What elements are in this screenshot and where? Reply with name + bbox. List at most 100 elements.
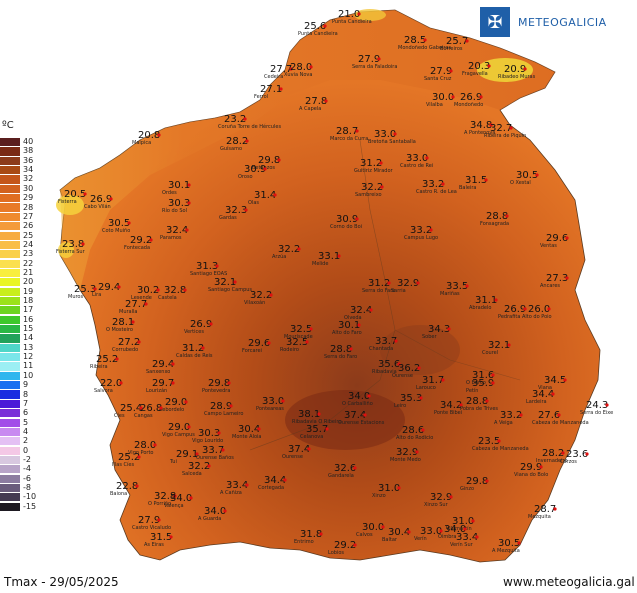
station-marker[interactable]: 34.0A Guarda <box>198 506 227 522</box>
station-marker[interactable]: 30.5O Xestal <box>510 170 539 186</box>
meteogalicia-logo[interactable]: ✠ METEOGALICIA <box>480 5 607 39</box>
station-marker[interactable]: 33.2A Veiga <box>494 410 523 426</box>
station-marker[interactable]: 30.5A Mezquita <box>492 538 521 554</box>
station-marker[interactable]: 31.5As Eiras <box>144 532 173 548</box>
station-marker[interactable]: 34.0O Carballiño <box>342 391 373 407</box>
station-marker[interactable]: 34.8A Pontenova <box>464 120 495 136</box>
station-marker[interactable]: 27.8A Capela <box>299 96 328 112</box>
station-marker[interactable]: 31.6O Barco <box>466 370 495 386</box>
